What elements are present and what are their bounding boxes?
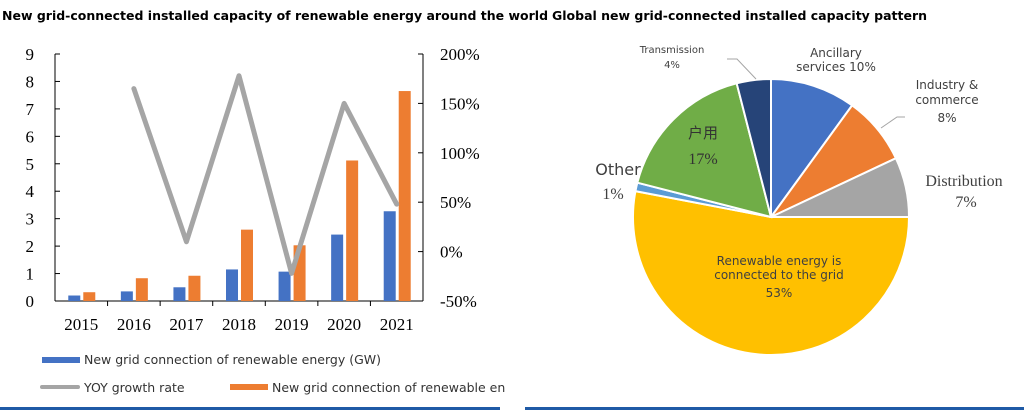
- pie-slice-6: [735, 77, 772, 218]
- y-tick-label: 6: [26, 127, 35, 146]
- leader-transmission: [727, 58, 757, 80]
- label-industry-2: commerce: [915, 93, 978, 107]
- label-renewable-pct: 53%: [766, 286, 793, 300]
- bar-blue: [120, 291, 133, 301]
- label-industry: Industry &: [916, 78, 979, 92]
- bar-blue: [173, 287, 186, 301]
- bar-orange: [398, 91, 411, 301]
- x-tick-label: 2016: [117, 315, 151, 334]
- y2-tick-label: 0%: [440, 243, 463, 262]
- y2-tick-label: 150%: [440, 94, 480, 113]
- bar-orange: [188, 275, 201, 301]
- label-transmission: Transmission: [639, 45, 705, 56]
- y-tick-label: 0: [26, 292, 35, 311]
- label-industry-pct: 8%: [937, 111, 956, 125]
- bar-blue: [226, 269, 238, 301]
- x-tick-label: 2020: [327, 315, 361, 334]
- label-other: Other: [595, 160, 641, 179]
- pie-chart-title: Global new grid-connected installed capa…: [552, 8, 928, 23]
- pie-slice-4: [634, 181, 772, 218]
- label-ancillary: Ancillary: [810, 46, 862, 60]
- label-other-pct: 1%: [602, 186, 623, 203]
- x-tick-label: 2018: [222, 315, 256, 334]
- y-tick-label: 7: [26, 100, 35, 119]
- bar-blue: [68, 295, 81, 301]
- bar-chart-title: New grid-connected installed capacity of…: [2, 8, 549, 23]
- legend-swatch-grey: [40, 385, 80, 389]
- divider-right: [525, 407, 1024, 410]
- bar-orange: [241, 229, 253, 301]
- label-transmission-pct: 4%: [664, 60, 680, 71]
- label-household: 户用: [688, 124, 718, 142]
- y2-tick-label: 50%: [440, 193, 471, 212]
- bar-blue: [331, 234, 344, 301]
- y-tick-label: 2: [26, 237, 35, 256]
- pie-slice-1: [770, 103, 898, 218]
- label-renewable-2: connected to the grid: [714, 268, 844, 282]
- y-tick-label: 8: [26, 72, 35, 91]
- pie-slice-2: [770, 156, 911, 218]
- label-distribution-pct: 7%: [955, 194, 976, 211]
- label-household-pct: 17%: [688, 151, 717, 168]
- pie-slice-3: [632, 189, 911, 356]
- bar-orange: [83, 292, 96, 301]
- bar-chart: 0 1 2 3 4 5 6 7 8 9 -50% 0% 50% 100% 150% 200% 2015 2016 2…: [26, 45, 480, 334]
- x-tick-label: 2019: [275, 315, 309, 334]
- y-tick-label: 4: [26, 182, 35, 201]
- legend-label-grey: YOY growth rate: [84, 380, 185, 395]
- bar-blue: [383, 211, 396, 301]
- pie-slice-0: [770, 77, 854, 221]
- y-tick-label: 5: [26, 155, 35, 174]
- y-tick-label: 9: [26, 45, 35, 64]
- label-ancillary-2: services 10%: [796, 60, 876, 74]
- pie-slice-5: [636, 82, 773, 219]
- x-tick-label: 2017: [169, 315, 204, 334]
- y2-tick-label: 200%: [440, 45, 480, 64]
- legend-label-blue: New grid connection of renewable energy …: [84, 352, 382, 367]
- divider-left: [0, 407, 500, 410]
- x-tick-label: 2015: [64, 315, 98, 334]
- y2-tick-label: 100%: [440, 144, 480, 163]
- y-tick-label: 1: [26, 265, 35, 284]
- yoy-line: [131, 73, 400, 276]
- bar-orange: [135, 278, 148, 301]
- x-tick-label: 2021: [380, 315, 414, 334]
- y2-tick-label: -50%: [440, 292, 477, 311]
- legend-label-orange: New grid connection of renewable en: [272, 380, 506, 395]
- legend-swatch-blue: [42, 357, 80, 363]
- bar-orange: [346, 160, 359, 301]
- leader-industry: [880, 116, 905, 129]
- label-renewable: Renewable energy is: [717, 254, 842, 268]
- y-tick-label: 3: [26, 210, 35, 229]
- bar-blue: [278, 271, 291, 301]
- legend-swatch-orange: [230, 384, 268, 390]
- label-distribution: Distribution: [925, 173, 1002, 190]
